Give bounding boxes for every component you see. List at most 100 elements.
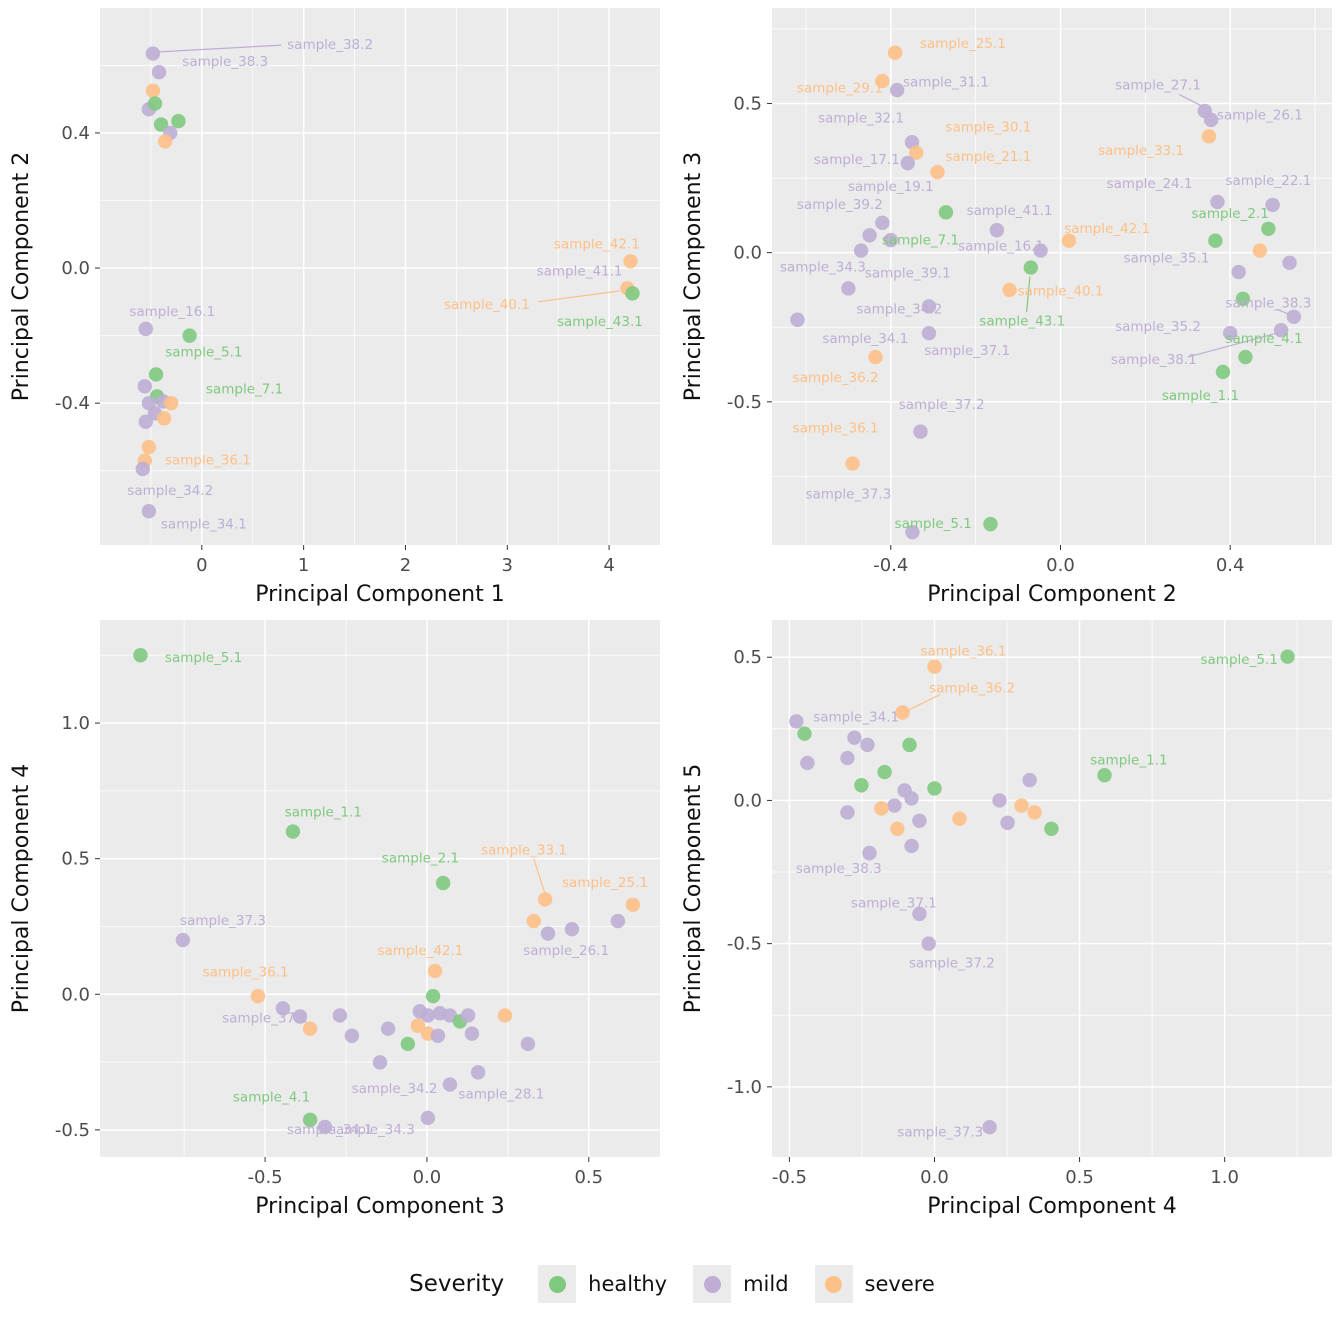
scatter-svg-pc3-pc4: -0.5 0.0 0.5 -0.5 0.0 0.5 1.0 Principal Compone…: [9, 620, 660, 1219]
minor-gridlines: [772, 8, 1332, 545]
point-labels: sample_25.1 sample_29.1 sample_31.1 sample_…: [780, 36, 1311, 532]
label-leader-line: [159, 44, 282, 53]
data-point: [380, 1021, 396, 1036]
y-tick-label: 0.0: [61, 984, 90, 1005]
legend-key-healthy: [538, 1265, 577, 1303]
leader-lines: [908, 693, 941, 711]
point-label: sample_38.3: [1225, 295, 1311, 311]
data-point: [875, 215, 890, 230]
data-point: [854, 778, 869, 793]
data-point: [840, 750, 855, 766]
x-axis-title: Principal Component 3: [255, 1194, 504, 1219]
data-point: [1023, 260, 1038, 275]
point-label: sample_5.1: [165, 650, 242, 666]
data-point: [470, 1065, 486, 1080]
data-point: [435, 875, 451, 891]
legend-label-severe: severe: [864, 1272, 935, 1296]
data-point: [1201, 129, 1217, 144]
data-point: [930, 164, 945, 180]
x-tick-label: 0.0: [920, 1167, 949, 1188]
data-point: [938, 205, 954, 220]
y-tick-label: 0.0: [733, 790, 762, 811]
y-tick-label: 0.0: [61, 258, 90, 279]
panel-pc1-pc2: 0 1 2 3 4 -0.4 0.0 0.4 Principal Component 1 Prin…: [0, 0, 672, 612]
legend-label-healthy: healthy: [588, 1272, 668, 1296]
data-point: [952, 811, 967, 826]
data-point: [153, 117, 169, 132]
x-tick-label: 1.0: [1210, 1167, 1239, 1188]
data-point: [138, 321, 154, 337]
data-point: [1280, 649, 1295, 664]
data-point: [133, 648, 148, 663]
point-label: sample_28.1: [458, 1087, 544, 1103]
label-leader-line: [537, 290, 620, 303]
leader-lines: [159, 44, 620, 303]
data-point: [610, 913, 626, 929]
y-axis-title: Principal Component 5: [681, 764, 706, 1013]
x-tick-label: 0: [196, 555, 207, 576]
x-tick-label: 1: [298, 555, 309, 576]
data-point: [868, 349, 883, 365]
data-point: [1033, 243, 1048, 258]
legend-item-severe: severe: [814, 1265, 935, 1303]
data-point: [460, 1008, 476, 1023]
point-label: sample_35.2: [1115, 319, 1201, 335]
scatter-svg-pc2-pc3: -0.4 0.0 0.4 -0.5 0.0 0.5 Principal Component …: [681, 8, 1332, 607]
point-label: sample_34.3: [780, 260, 866, 276]
data-point: [1222, 325, 1238, 341]
data-point: [430, 1028, 446, 1043]
y-tick-label: 1.0: [61, 713, 90, 734]
point-label: sample_32.1: [818, 110, 904, 126]
data-point: [877, 764, 892, 780]
point-label: sample_4.1: [1225, 331, 1302, 347]
y-tick-label: -0.4: [55, 393, 90, 414]
data-point: [171, 113, 186, 129]
legend-items: healthy mild severe: [538, 1265, 935, 1303]
x-tick-label: 2: [400, 555, 411, 576]
scatter-svg-pc4-pc5: -0.5 0.0 0.5 1.0 -1.0 -0.5 0.0 0.5 Principal Com…: [681, 620, 1332, 1219]
data-point: [520, 1036, 536, 1052]
data-point: [860, 737, 875, 753]
data-point: [1097, 768, 1112, 783]
data-point: [275, 1001, 291, 1016]
point-label: sample_40.1: [1018, 283, 1104, 299]
point-label: sample_42.1: [1064, 221, 1150, 237]
data-point: [151, 64, 167, 80]
data-point: [564, 921, 580, 937]
point-label: sample_41.1: [537, 263, 623, 279]
data-point: [1238, 349, 1253, 365]
point-label: sample_36.1: [203, 965, 289, 981]
data-point: [889, 82, 905, 98]
data-point: [887, 798, 902, 813]
data-point: [1203, 112, 1219, 128]
data-point: [1282, 255, 1297, 270]
point-label: sample_33.1: [481, 843, 567, 859]
point-label: sample_2.1: [1192, 206, 1269, 222]
data-point: [797, 726, 812, 741]
point-label: sample_34.1: [161, 517, 247, 533]
data-point: [135, 461, 150, 477]
y-tick-label: -1.0: [727, 1077, 762, 1098]
point-label: sample_34.1: [287, 1122, 373, 1138]
data-point: [890, 821, 905, 836]
data-point: [895, 705, 910, 720]
data-point: [157, 134, 173, 149]
data-point: [138, 414, 154, 429]
data-point: [137, 379, 152, 394]
label-leader-line: [1178, 93, 1203, 107]
severity-legend: Severity healthy mild severe: [0, 1224, 1344, 1344]
point-label: sample_40.1: [444, 297, 530, 313]
data-point: [1252, 243, 1268, 258]
point-label: sample_1.1: [1090, 752, 1167, 768]
data-point: [623, 254, 638, 269]
data-point: [789, 714, 804, 729]
data-point: [900, 155, 915, 171]
legend-item-mild: mild: [693, 1265, 789, 1303]
point-label: sample_43.1: [979, 313, 1065, 329]
data-point: [1044, 821, 1059, 836]
point-labels: sample_38.2 sample_38.3 sample_16.1 sample_…: [127, 37, 643, 533]
data-point: [317, 1119, 333, 1135]
data-point: [141, 504, 157, 519]
x-axis-title: Principal Component 4: [927, 1194, 1176, 1219]
data-point: [1273, 323, 1289, 338]
